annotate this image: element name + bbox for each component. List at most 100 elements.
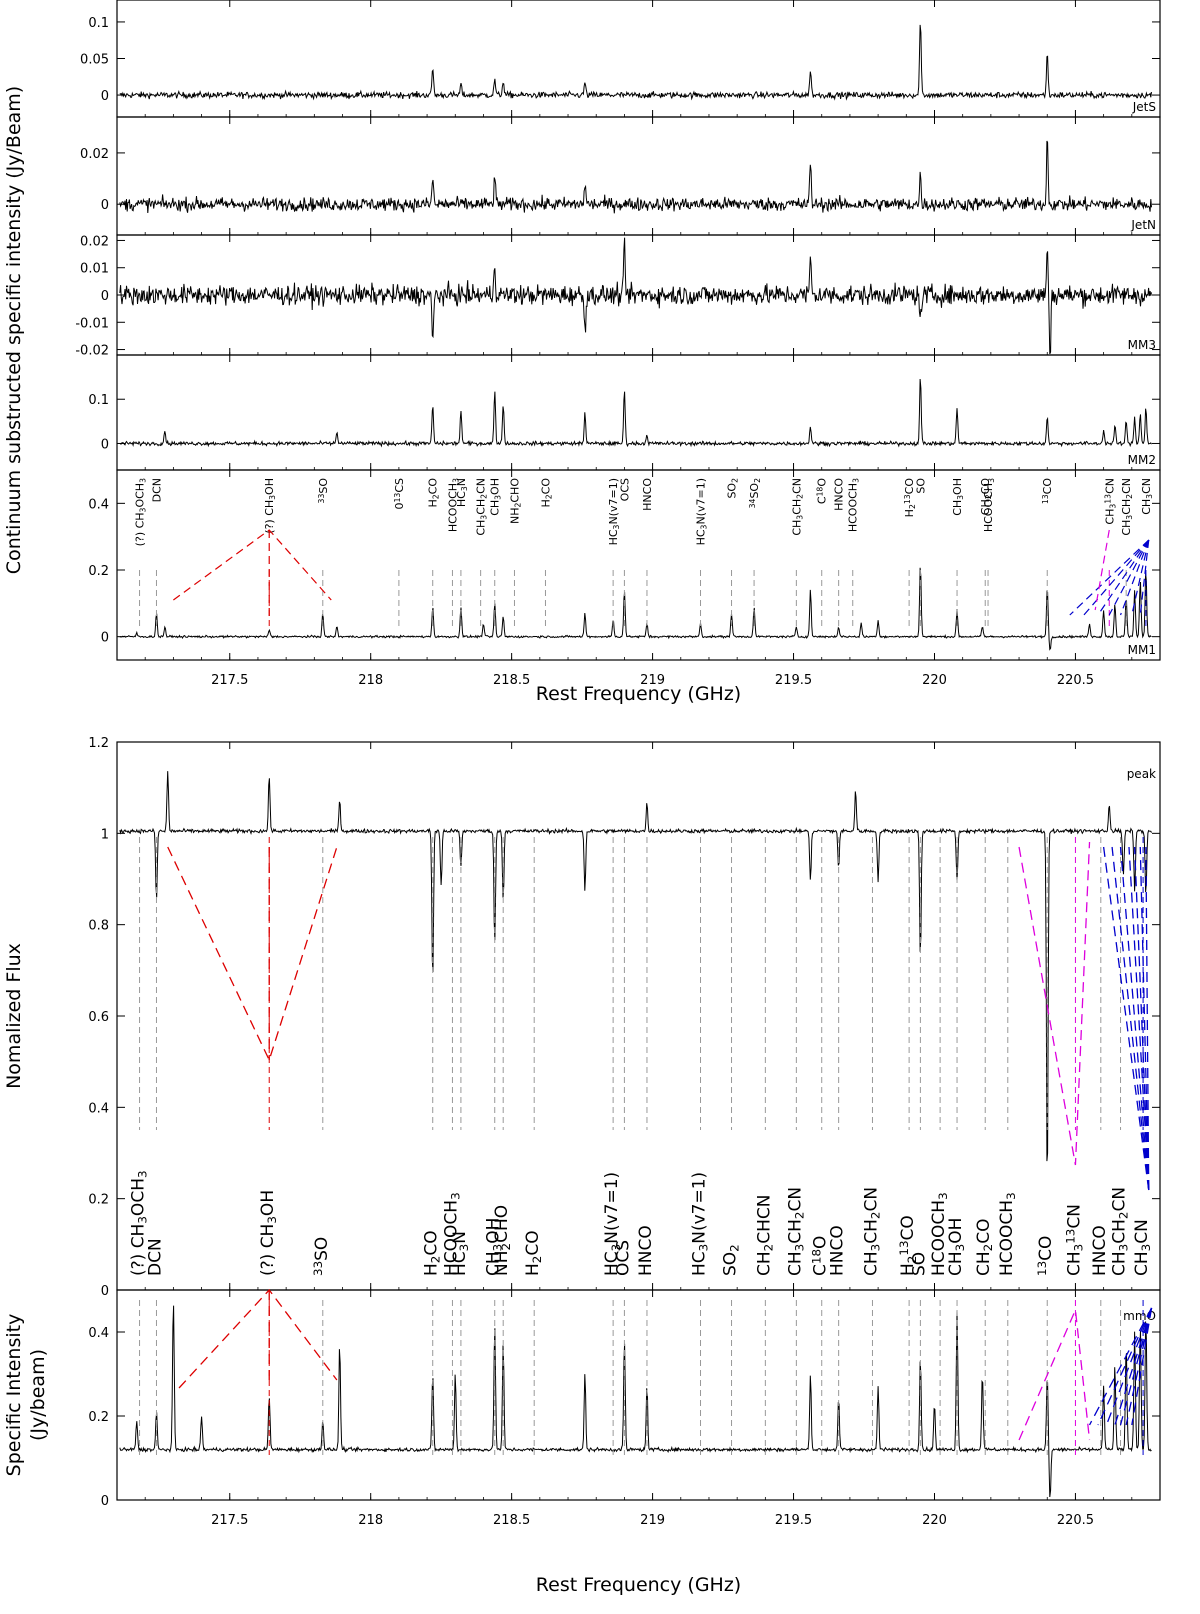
annotation-label: HCOOCH3 (441, 1192, 462, 1276)
annotation-label: HC3N(v7=1) (695, 478, 709, 545)
annotation-label: CH3CN (1132, 1219, 1153, 1276)
annotation-label: SO (914, 478, 927, 494)
annotation-label: (?) CH3OH (258, 1190, 279, 1276)
annotation-label: OCS (618, 478, 631, 501)
x-tick-label: 220 (922, 673, 947, 688)
annotation-label: HCOOCH3 (929, 1192, 950, 1276)
x-axis-title: Rest Frequency (GHz) (536, 683, 741, 705)
y-tick-label: 0.2 (88, 1193, 109, 1208)
annotation-label: DCN (150, 478, 163, 502)
fan-ch3cn (1128, 846, 1150, 1191)
annotation-label: C18O (810, 1236, 831, 1276)
spectrum-line-jetn (119, 140, 1152, 214)
fan-ch3cn (1139, 846, 1150, 1191)
x-tick-label: 217.5 (211, 1513, 248, 1528)
annotation-label: HNCO (636, 1225, 656, 1276)
annotation-label: 013CS (393, 478, 406, 509)
annotation-label: CH3CH2CN (475, 478, 489, 536)
annotation-label: HCOOCH3 (982, 478, 996, 532)
annotation-label: SO (909, 1252, 929, 1276)
spectrum-line-jets (119, 24, 1152, 101)
annotation-label: DCN (145, 1238, 165, 1276)
fan-ch3-13cn (1094, 529, 1110, 611)
annotation-label: H2CO (523, 1230, 544, 1276)
annotation-label: CH3CH2CN (785, 1187, 806, 1276)
line-annotations: (?) CH3OCH3 DCN (?) CH3OH 33SO 013CS H2CO HCOO… (134, 478, 1154, 630)
y-tick-label: 0.6 (88, 1010, 109, 1025)
annotation-label: NH2CHO (492, 1205, 513, 1276)
y-tick-label: 0 (101, 198, 109, 213)
fan-ch3cn (1114, 1307, 1153, 1426)
x-tick-label: 217.5 (211, 673, 248, 688)
annotation-label: OCS (613, 1240, 633, 1276)
fan-ch3cn (1097, 1307, 1153, 1426)
y-tick-label: 0.2 (88, 1410, 109, 1425)
annotation-label: HC3N(v7=1) (690, 1172, 711, 1276)
fan-ch3cn (1105, 1307, 1153, 1426)
spectrum-line-mm1 (119, 567, 1152, 651)
fan-ch3cn (1088, 1307, 1153, 1426)
x-tick-label: 219.5 (775, 1513, 812, 1528)
panel-name: JetS (1132, 100, 1156, 114)
y-tick-label: 0.4 (88, 497, 109, 512)
panel-name: peak (1127, 767, 1156, 781)
figure-top: 0 0.05 0.1 JetS 0 0.02 JetN -0.02 -0.01 0 0.01 0.02… (3, 0, 1161, 705)
annotation-label: CH3OH (489, 478, 503, 516)
fan-ch3cn (1108, 539, 1150, 616)
annotation-label: CH3CH2CN (1120, 478, 1134, 536)
annotation-label: CH2CHCN (754, 1195, 775, 1276)
x-tick-label: 219 (640, 1513, 665, 1528)
fan-ch3cn (1111, 846, 1150, 1191)
spectrum-line-mmo (119, 1305, 1152, 1498)
fan-ch3cn (1119, 1307, 1153, 1426)
panel-name: MM3 (1128, 338, 1156, 352)
annotation-label: 33SO (311, 1237, 332, 1276)
fan-ch3cn (1083, 539, 1150, 616)
annotation-label: HCOOCH3 (997, 1192, 1018, 1276)
annotation-label: CH3CH2CN (1110, 1187, 1131, 1276)
x-tick-label: 220 (922, 1513, 947, 1528)
fan-ch3cn (1069, 539, 1150, 616)
annotation-label: SO2 (726, 478, 740, 499)
y-tick-label: 0.02 (80, 234, 109, 249)
y-tick-label: 0 (101, 1494, 109, 1509)
panel-name: MM1 (1128, 643, 1156, 657)
annotation-label: CH3CH2CN (790, 478, 804, 536)
y-tick-label: 0.1 (88, 16, 109, 31)
annotation-label: CH2CO (974, 1219, 995, 1277)
panel-frame (116, 354, 1161, 471)
y-tick-label: 1 (101, 827, 109, 842)
x-tick-label: 218 (358, 673, 383, 688)
y-tick-label: 0 (101, 437, 109, 452)
annotation-label: HC3N (455, 478, 469, 507)
annotation-label: CH3CN (1140, 478, 1154, 515)
panel-frame (116, 1289, 1161, 1501)
fan-ch3cn (1119, 846, 1150, 1191)
x-axis-title: Rest Frequency (GHz) (536, 1574, 741, 1596)
y-axis-title: Nomalized Flux (3, 943, 25, 1089)
fan-ch3cn (1119, 539, 1150, 616)
fan-ch3cn (1102, 846, 1150, 1191)
annotation-label: HC3N(v7=1) (607, 478, 621, 545)
annotation-label: 34SO2 (748, 478, 762, 508)
annotation-label: HCOOCH3 (446, 478, 460, 532)
annotation-label: CH2CO (979, 478, 993, 516)
x-tick-label: 219 (640, 673, 665, 688)
annotation-label: HC3N(v7=1) (602, 1172, 623, 1276)
y-tick-label: 0.1 (88, 393, 109, 408)
y-tick-label: 0.4 (88, 1101, 109, 1116)
panel-jets: 0 0.05 0.1 JetS (80, 0, 1161, 118)
panel-frame (116, 469, 1161, 661)
fan-ch3cn (1145, 846, 1150, 1191)
annotation-label: HNCO (641, 478, 654, 511)
annotation-label: 13CO (1035, 1236, 1056, 1276)
annotation-label: (?) CH3OCH3 (134, 478, 148, 546)
annotation-label: HC3N (450, 1231, 471, 1276)
spectrum-line-peak (119, 771, 1152, 1162)
annotation-label: HNCO (1090, 1225, 1110, 1276)
x-tick-label: 219.5 (775, 673, 812, 688)
annotation-label: HCOOCH3 (847, 478, 861, 532)
fan-ch3cn (1125, 1307, 1153, 1426)
fan-ch3oh (173, 529, 332, 601)
